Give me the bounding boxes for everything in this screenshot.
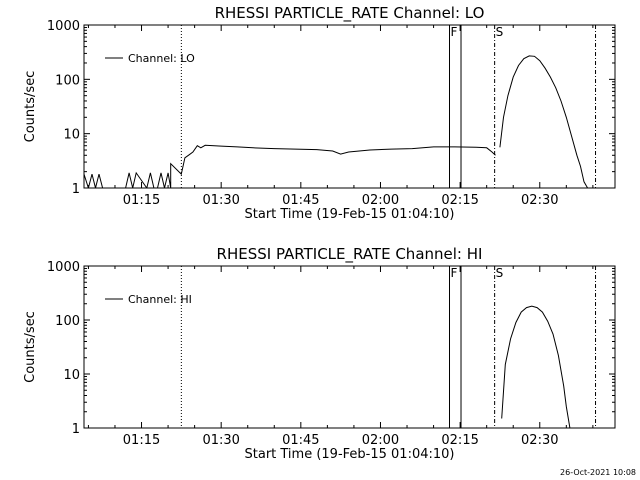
y-tick-label: 1 [72, 422, 80, 437]
y-axis-label: Counts/sec [23, 71, 38, 143]
y-axis-label: Counts/sec [23, 311, 38, 383]
x-tick-label: 01:30 [202, 193, 239, 208]
x-tick-label: 02:30 [521, 433, 558, 448]
event-marker-label: F [451, 266, 458, 280]
y-tick-label: 100 [55, 73, 80, 88]
y-tick-label: 1000 [47, 260, 80, 275]
plot-frame [83, 265, 616, 429]
series-line [84, 144, 496, 188]
y-tick-label: 100 [55, 314, 80, 329]
legend-entry: Channel: HI [128, 293, 192, 306]
y-tick-label: 1000 [47, 19, 80, 34]
x-tick-label: 01:15 [123, 193, 160, 208]
panel-hi: RHESSI PARTICLE_RATE Channel: HI 01:15 01:… [23, 245, 616, 462]
x-tick-label: 02:00 [362, 433, 399, 448]
x-axis-label: Start Time (19-Feb-15 01:04:10) [245, 207, 455, 222]
x-tick-label: 01:45 [282, 193, 319, 208]
x-tick-label: 01:15 [123, 433, 160, 448]
x-axis-label: Start Time (19-Feb-15 01:04:10) [245, 447, 455, 462]
y-tick-label: 10 [63, 128, 80, 143]
x-tick-label: 01:30 [202, 433, 239, 448]
panel-lo: RHESSI PARTICLE_RATE Channel: LO 01:15 01:… [23, 4, 616, 222]
x-tick-label: 01:45 [282, 433, 319, 448]
chart-title: RHESSI PARTICLE_RATE Channel: LO [215, 4, 485, 23]
event-marker-label: F [451, 25, 458, 39]
x-tick-label: 02:30 [521, 193, 558, 208]
y-tick-label: 1 [72, 182, 80, 197]
x-tick-label: 02:15 [441, 433, 478, 448]
chart-title: RHESSI PARTICLE_RATE Channel: HI [217, 245, 483, 264]
footer-stamp: 26-Oct-2021 10:08 [560, 468, 636, 477]
x-tick-label: 02:15 [441, 193, 478, 208]
event-marker-label: S [496, 266, 504, 280]
series-line [501, 305, 571, 428]
legend-entry: Channel: LO [128, 52, 195, 65]
event-marker-label: S [496, 25, 504, 39]
x-tick-label: 02:00 [362, 193, 399, 208]
series-line [499, 55, 589, 188]
y-tick-label: 10 [63, 368, 80, 383]
plot-frame [83, 24, 616, 189]
